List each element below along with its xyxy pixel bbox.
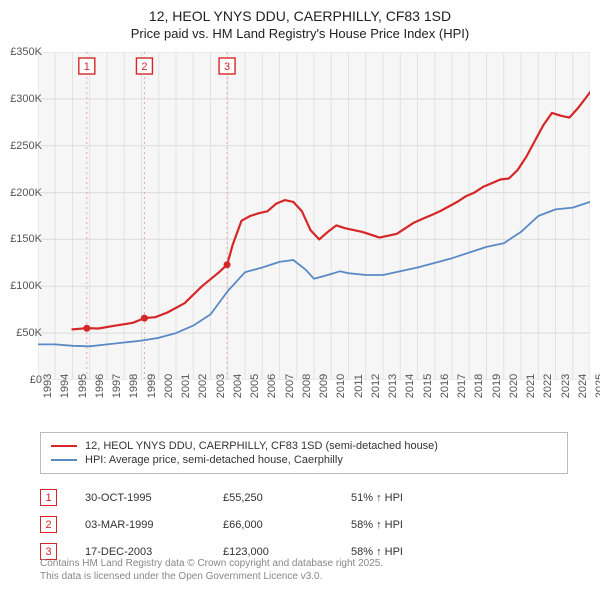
x-tick-label: 2006 bbox=[266, 374, 278, 398]
y-tick-label: £100K bbox=[10, 280, 42, 292]
x-tick-label: 2015 bbox=[422, 374, 434, 398]
x-tick-label: 2012 bbox=[370, 374, 382, 398]
svg-text:2: 2 bbox=[141, 61, 147, 73]
event-hpi: 58% ↑ HPI bbox=[351, 546, 403, 558]
y-tick-label: £300K bbox=[10, 93, 42, 105]
x-tick-label: 2011 bbox=[353, 374, 365, 398]
legend: 12, HEOL YNYS DDU, CAERPHILLY, CF83 1SD … bbox=[40, 432, 568, 474]
event-hpi: 58% ↑ HPI bbox=[351, 519, 403, 531]
chart-container: 12, HEOL YNYS DDU, CAERPHILLY, CF83 1SD … bbox=[0, 0, 600, 590]
legend-swatch bbox=[51, 459, 77, 461]
x-tick-label: 2022 bbox=[542, 374, 554, 398]
legend-label: HPI: Average price, semi-detached house,… bbox=[85, 454, 343, 466]
x-tick-label: 2001 bbox=[180, 374, 192, 398]
x-tick-label: 1993 bbox=[42, 374, 54, 398]
svg-text:1: 1 bbox=[84, 61, 90, 73]
x-tick-label: 2016 bbox=[439, 374, 451, 398]
legend-item: HPI: Average price, semi-detached house,… bbox=[51, 453, 557, 467]
event-price: £66,000 bbox=[223, 519, 323, 531]
x-tick-label: 1998 bbox=[128, 374, 140, 398]
svg-text:3: 3 bbox=[224, 61, 230, 73]
x-tick-label: 2014 bbox=[404, 374, 416, 398]
event-marker-box: 1 bbox=[40, 489, 57, 506]
x-tick-label: 2002 bbox=[197, 374, 209, 398]
legend-item: 12, HEOL YNYS DDU, CAERPHILLY, CF83 1SD … bbox=[51, 439, 557, 453]
x-tick-label: 2008 bbox=[301, 374, 313, 398]
x-tick-label: 2013 bbox=[387, 374, 399, 398]
x-tick-label: 2000 bbox=[163, 374, 175, 398]
x-tick-label: 2004 bbox=[232, 374, 244, 398]
y-tick-label: £350K bbox=[10, 46, 42, 58]
chart-subtitle: Price paid vs. HM Land Registry's House … bbox=[0, 26, 600, 41]
chart-title: 12, HEOL YNYS DDU, CAERPHILLY, CF83 1SD bbox=[0, 8, 600, 24]
event-price: £55,250 bbox=[223, 492, 323, 504]
x-tick-label: 1997 bbox=[111, 374, 123, 398]
x-tick-label: 2020 bbox=[508, 374, 520, 398]
x-tick-label: 1996 bbox=[94, 374, 106, 398]
chart-plot-area: 1 2 3 bbox=[38, 52, 590, 380]
chart-svg: 1 2 3 bbox=[38, 52, 590, 380]
x-tick-label: 2018 bbox=[473, 374, 485, 398]
footer-attribution: Contains HM Land Registry data © Crown c… bbox=[40, 558, 568, 583]
x-tick-label: 2025 bbox=[594, 374, 600, 398]
y-tick-label: £250K bbox=[10, 140, 42, 152]
events-table: 1 30-OCT-1995 £55,250 51% ↑ HPI 2 03-MAR-1999… bbox=[40, 484, 568, 565]
x-tick-label: 2007 bbox=[284, 374, 296, 398]
event-date: 03-MAR-1999 bbox=[85, 519, 195, 531]
y-tick-label: £150K bbox=[10, 233, 42, 245]
x-tick-label: 2005 bbox=[249, 374, 261, 398]
y-tick-label: £0 bbox=[30, 374, 42, 386]
x-tick-label: 2003 bbox=[215, 374, 227, 398]
event-date: 17-DEC-2003 bbox=[85, 546, 195, 558]
event-price: £123,000 bbox=[223, 546, 323, 558]
x-tick-label: 2019 bbox=[491, 374, 503, 398]
x-tick-label: 2024 bbox=[577, 374, 589, 398]
legend-swatch bbox=[51, 445, 77, 447]
x-tick-label: 1999 bbox=[146, 374, 158, 398]
legend-label: 12, HEOL YNYS DDU, CAERPHILLY, CF83 1SD … bbox=[85, 440, 438, 452]
event-date: 30-OCT-1995 bbox=[85, 492, 195, 504]
x-tick-label: 2023 bbox=[560, 374, 572, 398]
footer-line: Contains HM Land Registry data © Crown c… bbox=[40, 558, 568, 571]
x-tick-label: 2021 bbox=[525, 374, 537, 398]
event-hpi: 51% ↑ HPI bbox=[351, 492, 403, 504]
y-tick-label: £200K bbox=[10, 187, 42, 199]
event-marker-box: 2 bbox=[40, 516, 57, 533]
x-tick-label: 2009 bbox=[318, 374, 330, 398]
footer-line: This data is licensed under the Open Gov… bbox=[40, 571, 568, 584]
title-block: 12, HEOL YNYS DDU, CAERPHILLY, CF83 1SD … bbox=[0, 0, 600, 43]
x-tick-label: 1994 bbox=[59, 374, 71, 398]
event-row: 1 30-OCT-1995 £55,250 51% ↑ HPI bbox=[40, 484, 568, 511]
x-tick-label: 2010 bbox=[335, 374, 347, 398]
x-tick-label: 2017 bbox=[456, 374, 468, 398]
y-tick-label: £50K bbox=[16, 327, 42, 339]
event-row: 2 03-MAR-1999 £66,000 58% ↑ HPI bbox=[40, 511, 568, 538]
x-tick-label: 1995 bbox=[77, 374, 89, 398]
